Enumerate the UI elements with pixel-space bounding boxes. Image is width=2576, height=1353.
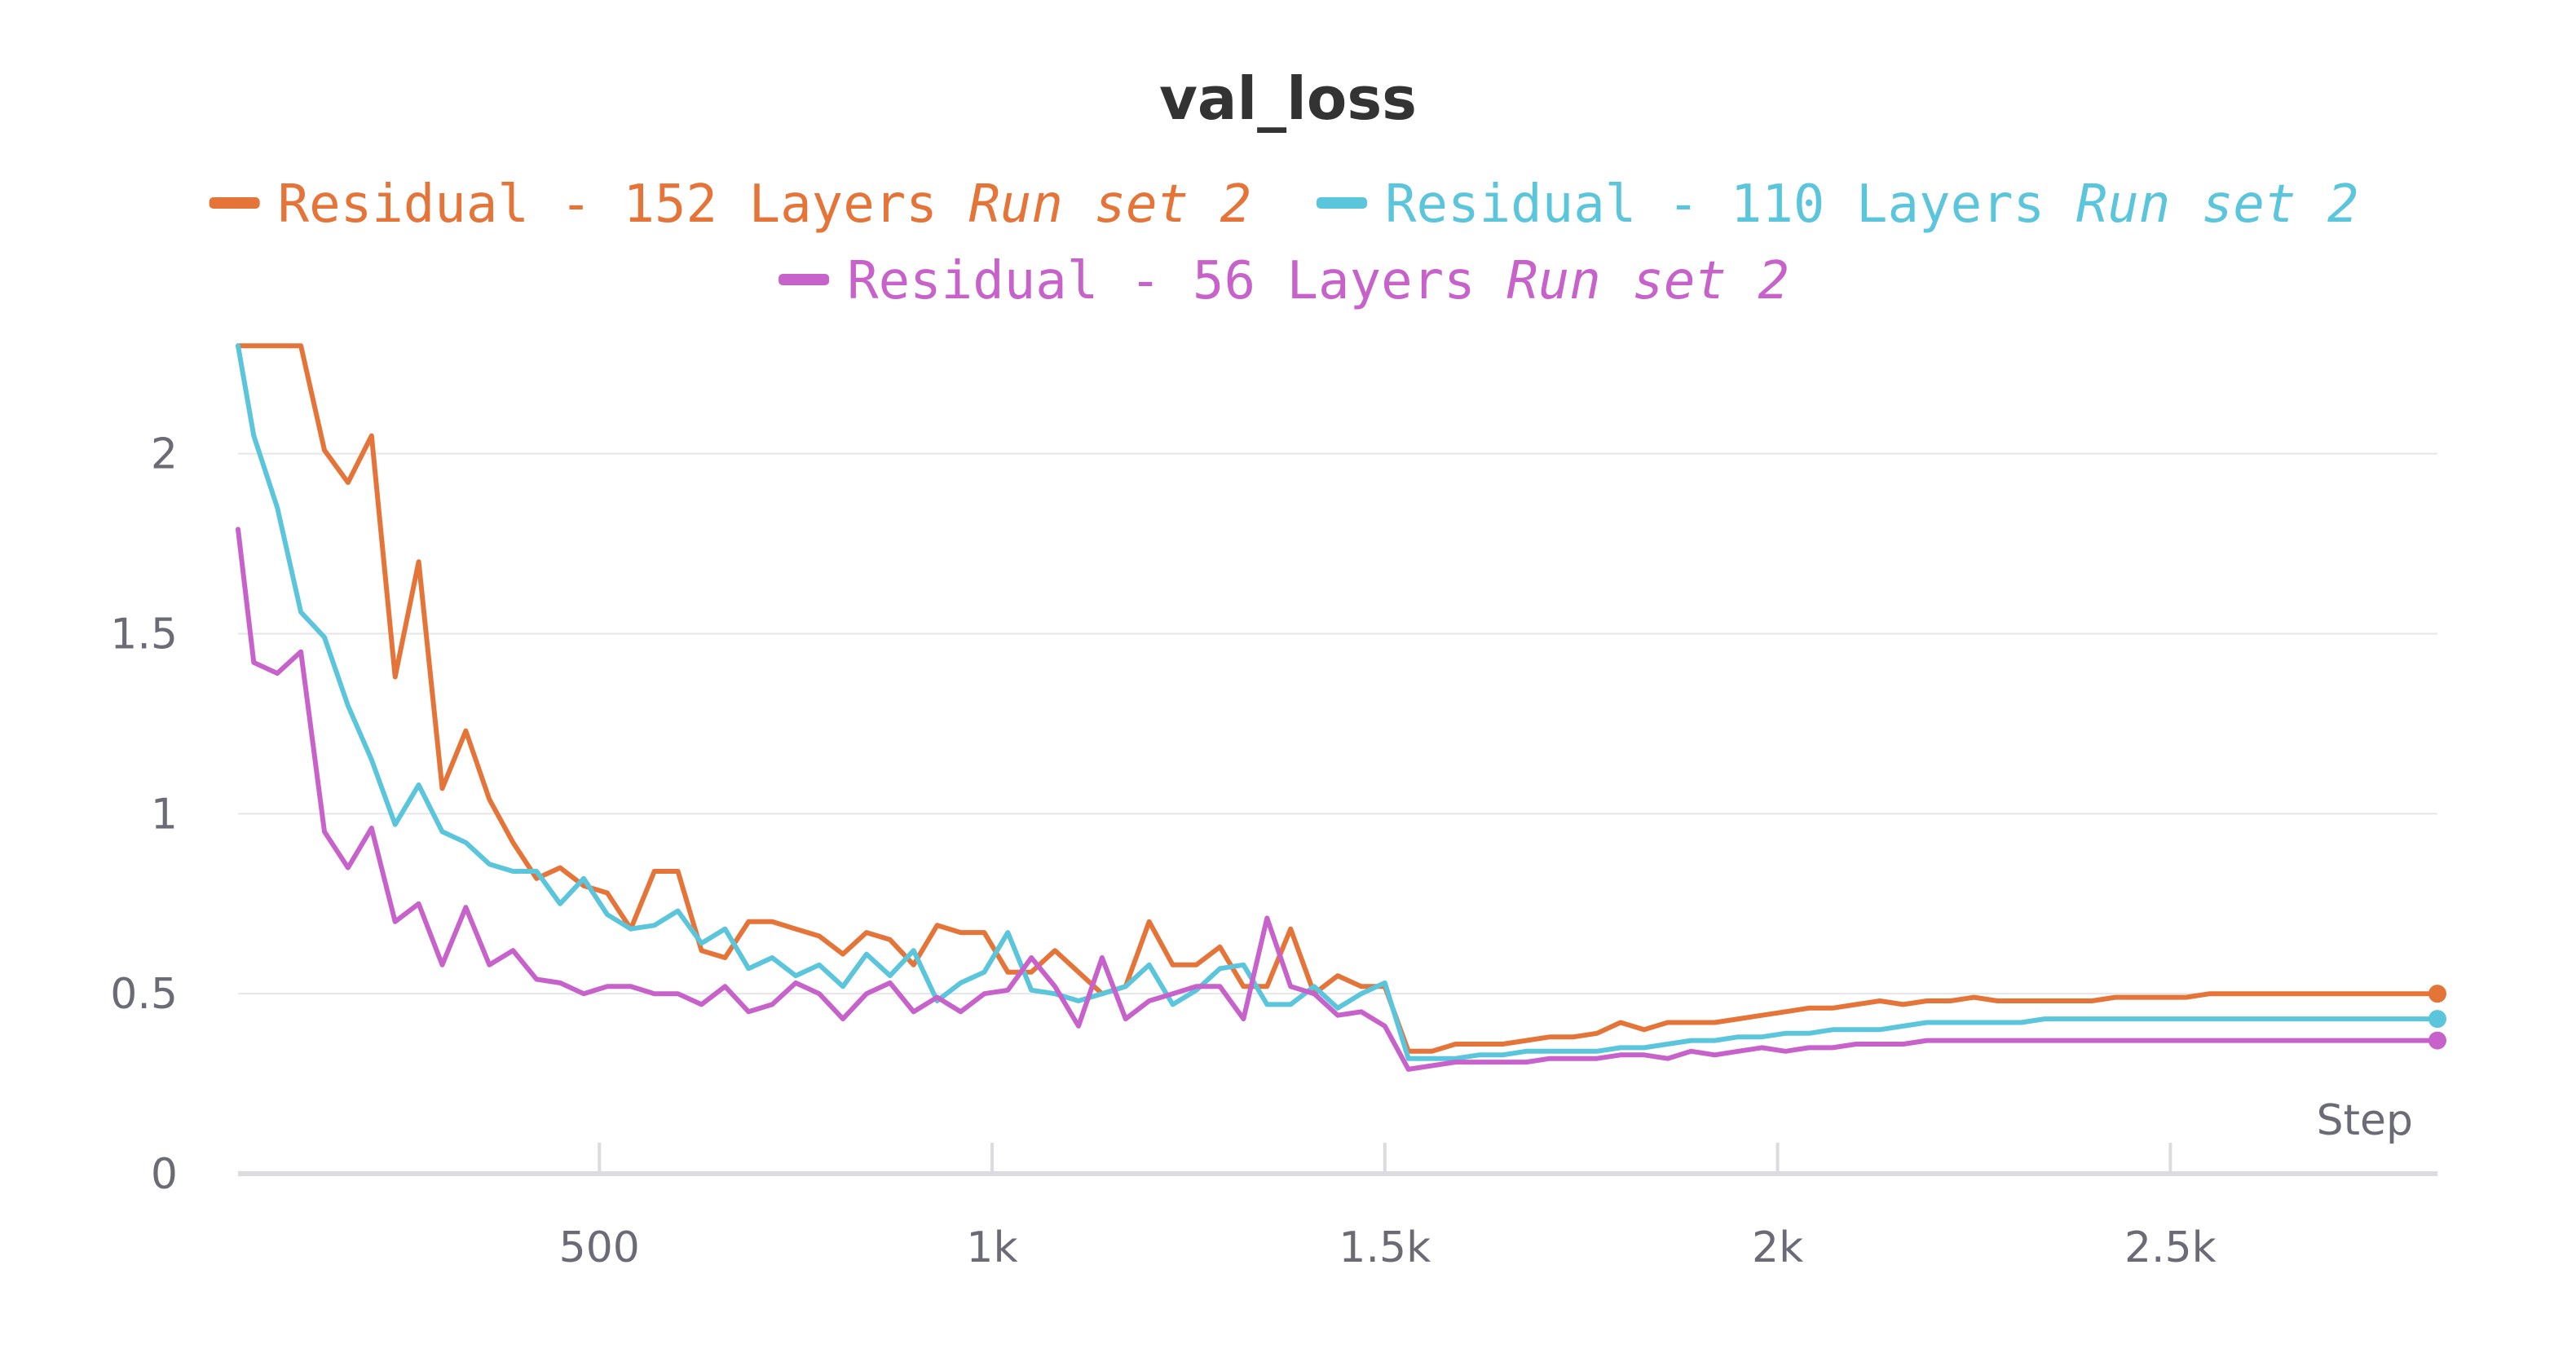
series-line-2[interactable]: [236, 527, 2440, 1072]
chart-title: val_loss: [1159, 64, 1417, 133]
x-tick-label: 500: [559, 1223, 640, 1272]
x-tick-label: 1.5k: [1339, 1223, 1431, 1272]
legend-run-name: Run set 2: [1506, 251, 1789, 311]
y-tick-label: 0: [151, 1150, 178, 1199]
legend-swatch: [1317, 197, 1367, 209]
legend-run-name: Run set 2: [968, 174, 1251, 235]
legend-item-2[interactable]: Residual - 56 Layers Run set 2: [779, 251, 1789, 311]
y-tick-label: 2: [151, 430, 178, 479]
series-line-0[interactable]: [236, 343, 2440, 1054]
legend-item-0[interactable]: Residual - 152 Layers Run set 2: [209, 174, 1251, 235]
legend-swatch: [779, 274, 830, 285]
legend[interactable]: Residual - 152 Layers Run set 2 Residual …: [209, 174, 2359, 311]
series-line-1[interactable]: [236, 343, 2440, 1061]
series-layer: [236, 343, 2446, 1072]
x-tick-label: 1k: [966, 1223, 1017, 1272]
grid-lines: [238, 452, 2437, 995]
y-tick-label: 1.5: [110, 610, 178, 659]
legend-item-1[interactable]: Residual - 110 Layers Run set 2: [1317, 174, 2358, 235]
y-tick-label: 1: [151, 790, 178, 839]
legend-label: Residual - 110 Layers Run set 2: [1385, 174, 2358, 235]
legend-swatch: [209, 197, 260, 209]
legend-series-name: Residual - 152 Layers: [278, 174, 969, 235]
legend-label: Residual - 56 Layers Run set 2: [847, 251, 1789, 311]
series-endpoint-0[interactable]: [2428, 985, 2446, 1003]
legend-series-name: Residual - 56 Layers: [847, 251, 1506, 311]
x-tick-label: 2k: [1752, 1223, 1803, 1272]
legend-series-name: Residual - 110 Layers: [1385, 174, 2076, 235]
series-endpoint-1[interactable]: [2428, 1010, 2446, 1029]
series-endpoint-2[interactable]: [2428, 1031, 2446, 1050]
legend-run-name: Run set 2: [2076, 174, 2359, 235]
y-tick-label: 0.5: [110, 970, 178, 1019]
legend-label: Residual - 152 Layers Run set 2: [278, 174, 1251, 235]
x-tick-label: 2.5k: [2124, 1223, 2217, 1272]
axes: 0 0.5 1 1.5 2 500 1k 1.5k 2k 2.5k: [110, 430, 2437, 1272]
x-axis-label: Step: [2317, 1096, 2413, 1145]
